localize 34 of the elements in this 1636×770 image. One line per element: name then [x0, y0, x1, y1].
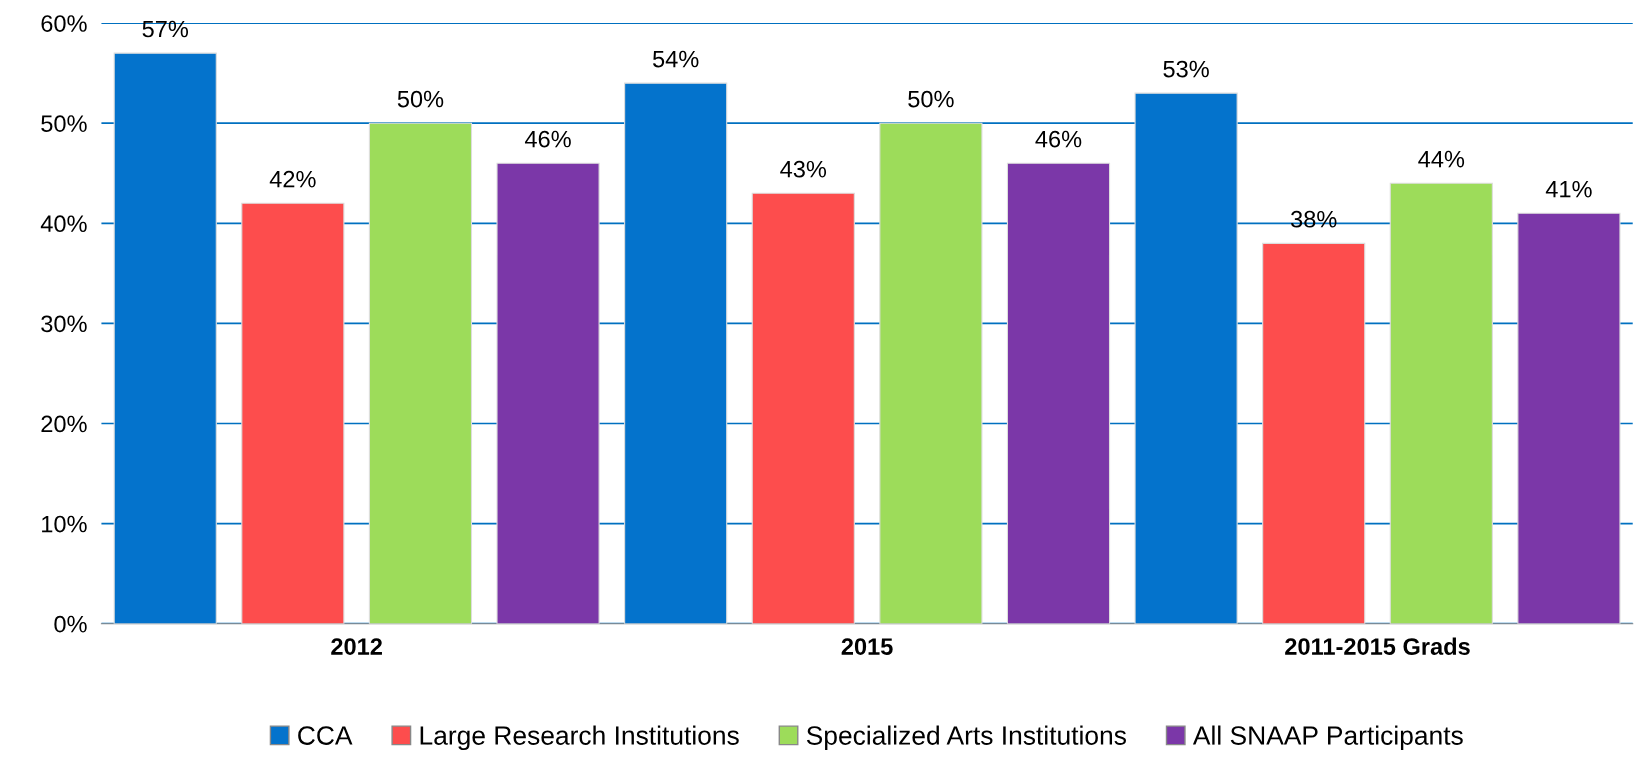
data-label: 50%: [397, 90, 444, 108]
y-tick-label: 50%: [41, 115, 87, 132]
bar: [879, 122, 983, 624]
legend-label: Large Research Institutions: [420, 725, 739, 751]
bar: [1389, 182, 1493, 624]
data-label: 50%: [908, 90, 954, 108]
y-tick-label: 30%: [41, 315, 87, 333]
y-tick-label: 60%: [41, 15, 87, 32]
x-tick-label: 2012: [331, 638, 382, 655]
bar: [241, 202, 345, 624]
data-label: 44%: [1418, 150, 1465, 168]
data-label: 54%: [652, 50, 699, 68]
data-label: 53%: [1163, 60, 1209, 78]
x-tick-label: 2011-2015 Grads: [1285, 637, 1470, 655]
data-label: 46%: [524, 130, 571, 148]
bar: [368, 122, 473, 624]
bar: [496, 162, 600, 624]
legend-label: CCA: [298, 726, 353, 745]
y-tick-label: 40%: [40, 215, 87, 233]
data-label: 57%: [142, 20, 189, 38]
bar: [1262, 242, 1366, 624]
y-tick-label: 20%: [41, 415, 87, 433]
legend-label: Specialized Arts Institutions: [806, 725, 1126, 751]
legend-label: All SNAAP Participants: [1192, 725, 1463, 751]
data-label: 43%: [780, 160, 827, 178]
x-tick-label: 2015: [841, 638, 893, 655]
data-label: 46%: [1035, 130, 1082, 148]
data-label: 42%: [269, 170, 316, 188]
bar: [1006, 162, 1111, 624]
y-tick-label: 10%: [42, 515, 87, 533]
data-label: 41%: [1545, 180, 1592, 198]
bar: [1517, 212, 1621, 624]
bar: [751, 192, 855, 624]
y-tick-label: 0%: [54, 615, 87, 633]
